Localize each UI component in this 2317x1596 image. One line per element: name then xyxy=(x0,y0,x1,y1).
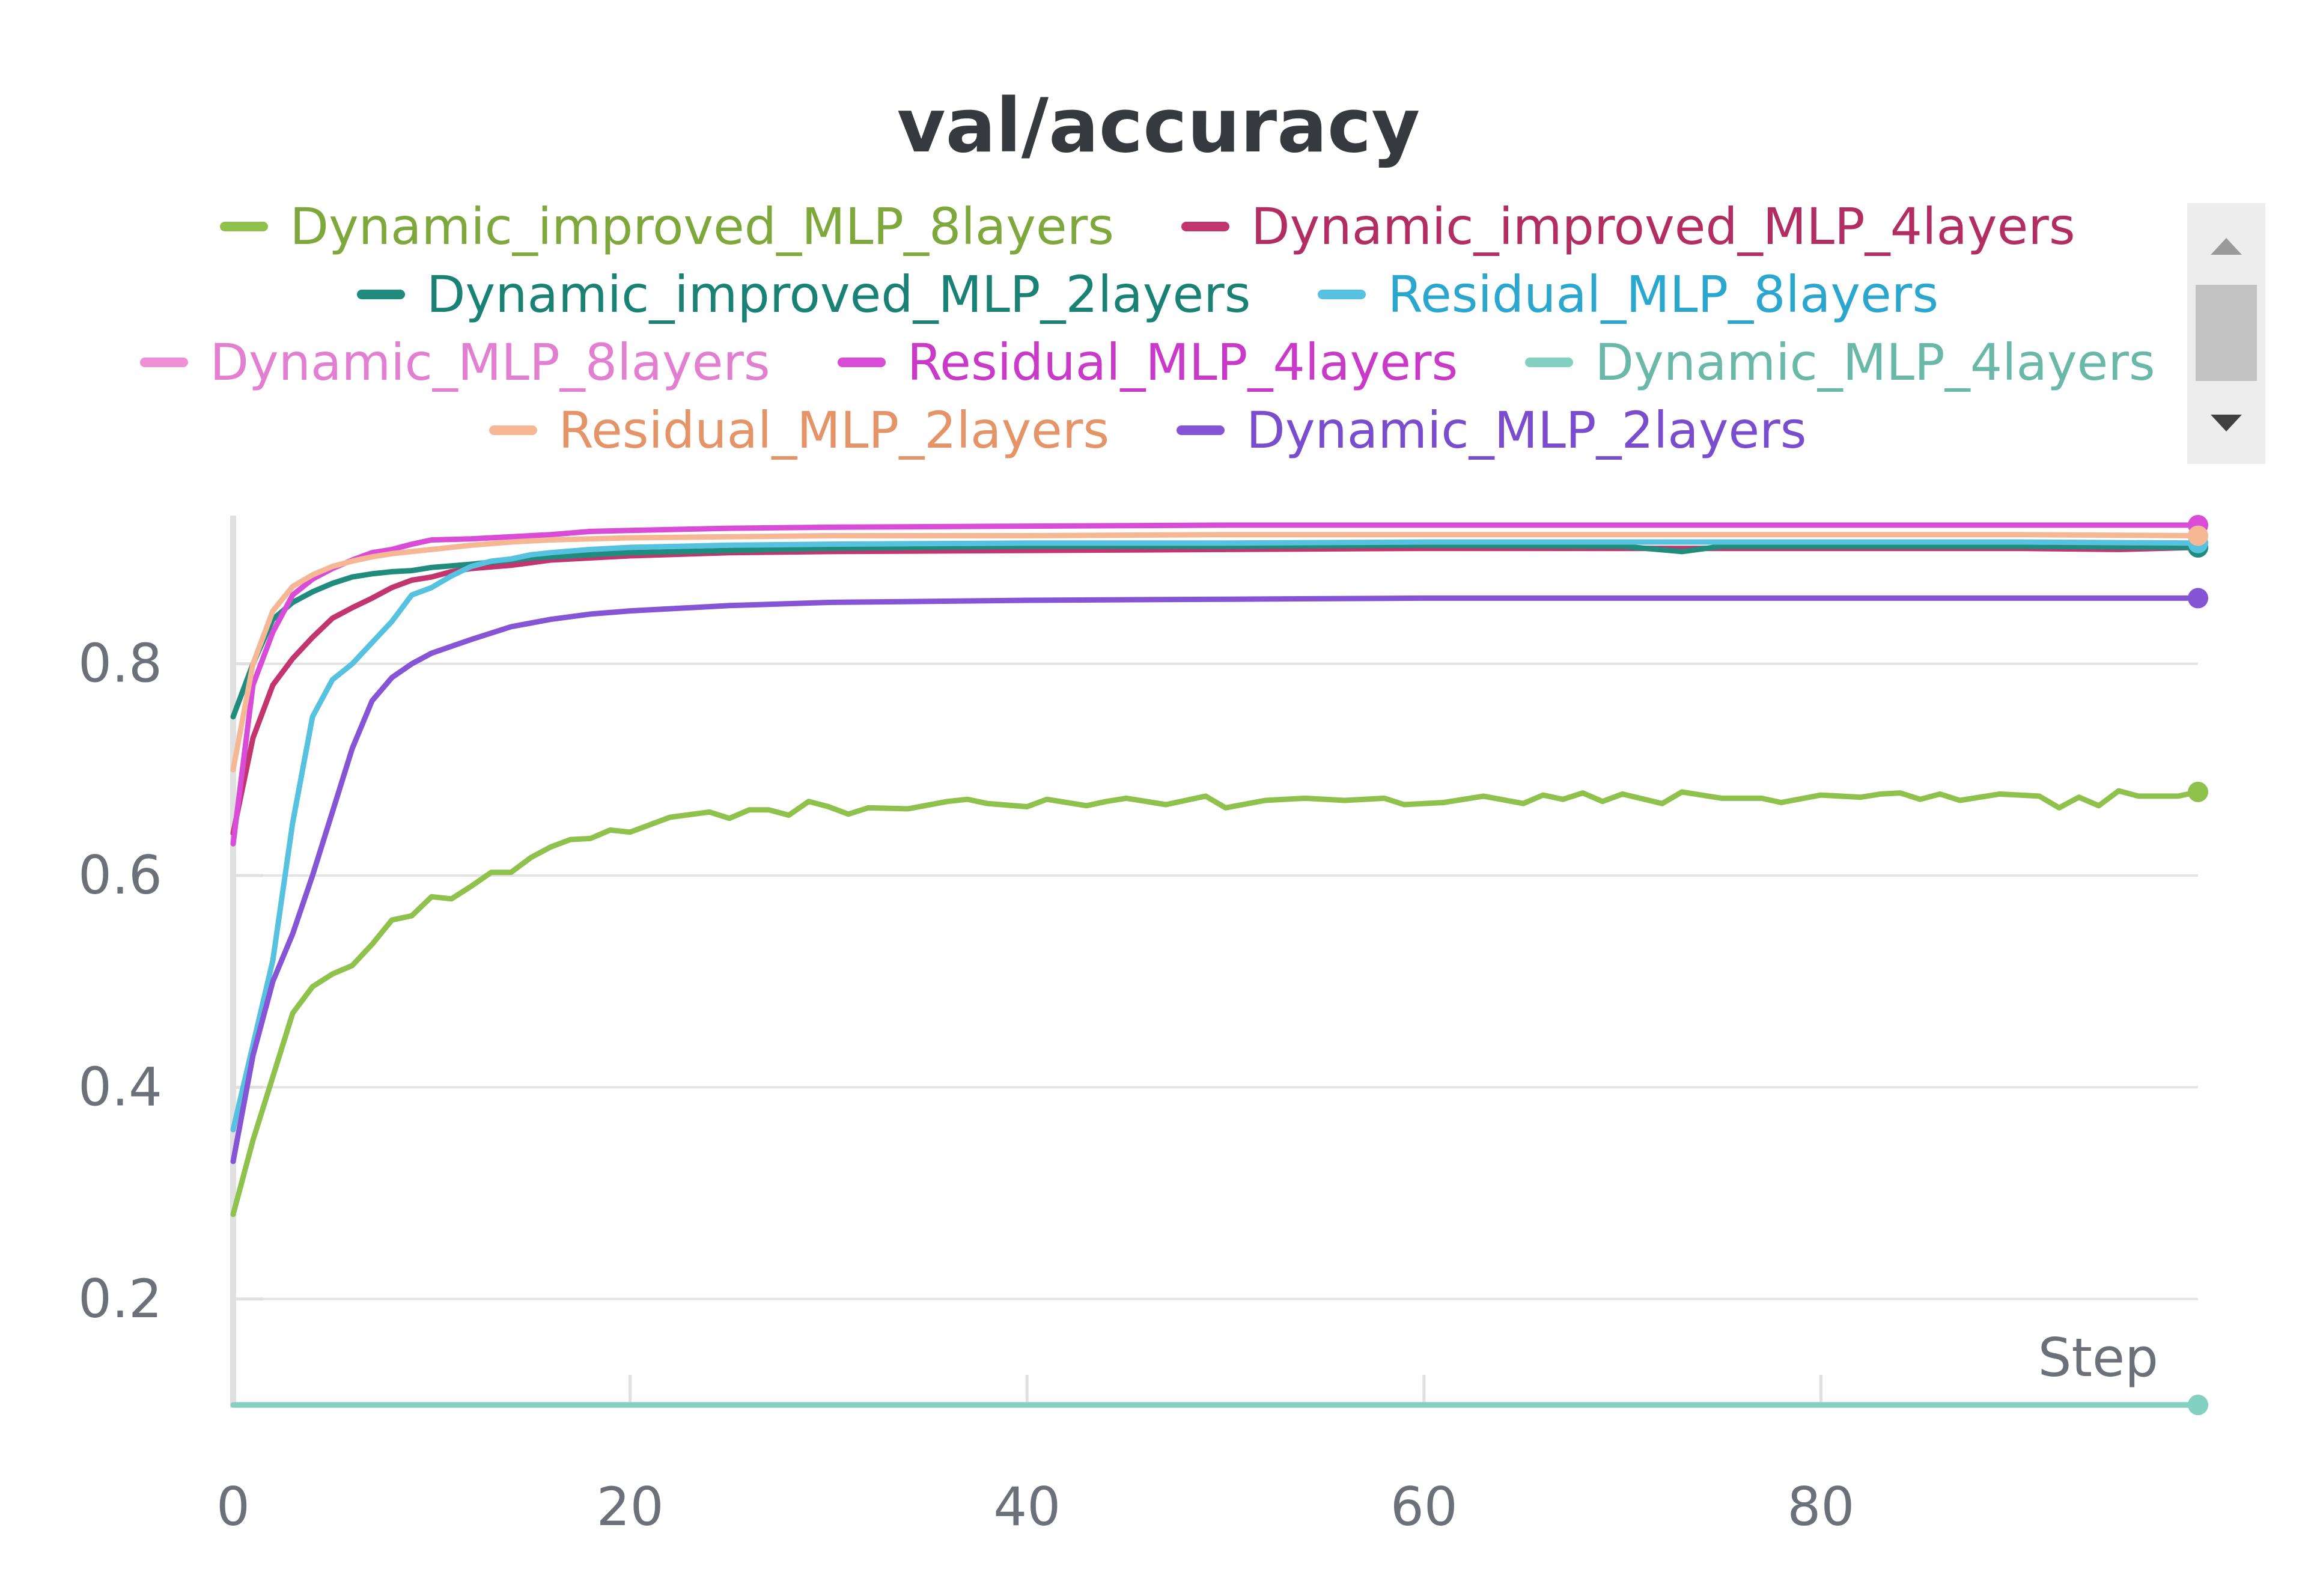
legend-label: Dynamic_MLP_8layers xyxy=(210,332,770,392)
series-line xyxy=(230,542,2201,720)
x-tick-label: 80 xyxy=(1787,1476,1854,1538)
legend-label: Dynamic_MLP_4layers xyxy=(1595,332,2155,392)
legend-item[interactable]: Residual_MLP_2layers xyxy=(489,400,1110,460)
legend-label: Dynamic_improved_MLP_8layers xyxy=(290,196,1114,256)
series-end-dot xyxy=(2188,588,2208,609)
legend-swatch xyxy=(220,221,269,231)
series-line xyxy=(230,532,2201,773)
legend-row: Dynamic_improved_MLP_8layers Dynamic_impr… xyxy=(120,192,2175,260)
legend-item[interactable]: Residual_MLP_4layers xyxy=(837,332,1458,392)
legend-item[interactable]: Dynamic_MLP_2layers xyxy=(1177,401,1806,460)
x-tick-label: 60 xyxy=(1390,1476,1458,1538)
series-line xyxy=(230,539,2201,1133)
legend-swatch xyxy=(1318,289,1366,299)
legend-swatch xyxy=(356,289,405,299)
legend-label: Dynamic_improved_MLP_4layers xyxy=(1251,196,2075,256)
y-tick-label: 0.2 xyxy=(78,1268,162,1330)
legend-row: Dynamic_improved_MLP_2layers Residual_MLP… xyxy=(120,260,2175,328)
legend-row: Dynamic_MLP_8layers Residual_MLP_4layers D… xyxy=(120,328,2175,396)
scroll-up-icon[interactable] xyxy=(2211,238,2242,255)
series-end-dot xyxy=(2188,1395,2208,1415)
legend-swatch xyxy=(489,425,537,435)
legend-swatch xyxy=(140,357,189,367)
legend-item[interactable]: Dynamic_improved_MLP_2layers xyxy=(356,264,1251,324)
legend-row: Residual_MLP_2layers Dynamic_MLP_2layers xyxy=(120,396,2175,464)
series-line xyxy=(230,544,2201,836)
legend-item[interactable]: Dynamic_MLP_8layers xyxy=(140,333,770,392)
legend-swatch xyxy=(1181,221,1229,231)
legend-label: Dynamic_improved_MLP_2layers xyxy=(426,264,1251,324)
legend-label: Residual_MLP_4layers xyxy=(907,332,1458,392)
legend-label: Residual_MLP_2layers xyxy=(558,400,1110,460)
chart-title: val/accuracy xyxy=(897,83,1420,169)
legend-item[interactable]: Dynamic_improved_MLP_4layers xyxy=(1181,197,2075,256)
scroll-down-icon[interactable] xyxy=(2211,415,2242,431)
legend: Dynamic_improved_MLP_8layers Dynamic_impr… xyxy=(120,192,2175,464)
legend-swatch xyxy=(837,357,886,367)
legend-swatch xyxy=(1177,425,1225,435)
legend-swatch xyxy=(1525,357,1574,367)
legend-item[interactable]: Dynamic_MLP_4layers xyxy=(1525,333,2155,392)
y-tick-label: 0.4 xyxy=(78,1056,162,1118)
series-end-dot xyxy=(2188,781,2208,802)
y-tick-label: 0.8 xyxy=(78,633,162,695)
series-line xyxy=(230,788,2201,1217)
series-line xyxy=(230,595,2201,1165)
x-tick-label: 0 xyxy=(216,1476,250,1538)
legend-item[interactable]: Residual_MLP_8layers xyxy=(1318,265,1938,324)
legend-scrollbar[interactable] xyxy=(2187,203,2265,464)
x-tick-label: 40 xyxy=(993,1476,1061,1538)
legend-label: Dynamic_MLP_2layers xyxy=(1246,400,1807,460)
x-tick-label: 20 xyxy=(597,1476,664,1538)
series-line xyxy=(230,522,2201,847)
x-axis-label: Step xyxy=(2038,1327,2158,1389)
legend-label: Residual_MLP_8layers xyxy=(1387,264,1939,324)
series-end-dot xyxy=(2188,525,2208,546)
legend-item[interactable]: Dynamic_improved_MLP_8layers xyxy=(220,197,1114,256)
scroll-thumb[interactable] xyxy=(2196,285,2257,381)
y-tick-label: 0.6 xyxy=(78,844,162,906)
